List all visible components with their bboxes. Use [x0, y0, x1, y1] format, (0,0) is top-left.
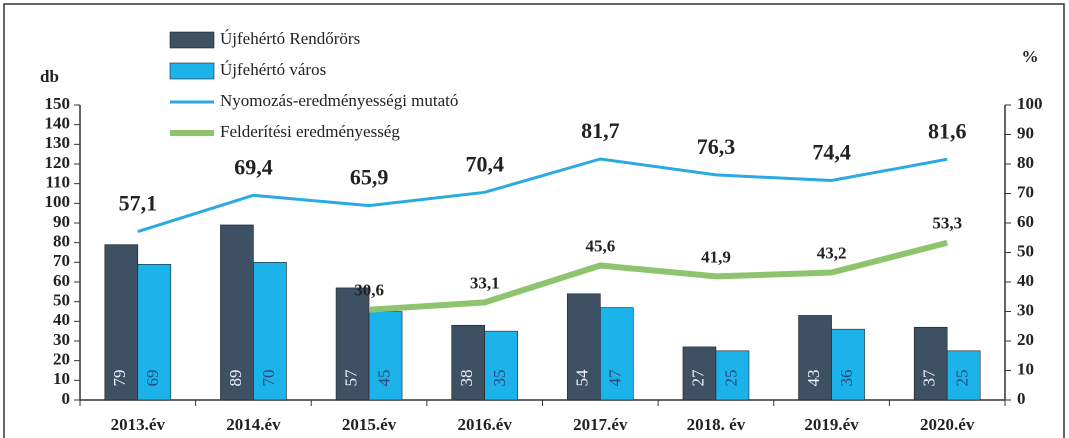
- bar-label: 38: [457, 370, 476, 387]
- bar: [484, 330, 518, 401]
- y-tick-label: 30: [53, 330, 70, 349]
- y-tick-label: 60: [53, 271, 70, 290]
- bar: [831, 328, 865, 401]
- y-tick-label: 0: [62, 389, 71, 408]
- data-label: 81,6: [928, 118, 967, 143]
- y-tick-label: 10: [53, 369, 70, 388]
- frame: [3, 3, 1065, 438]
- bar-label: 54: [573, 369, 592, 387]
- bar-label: 57: [341, 369, 360, 387]
- x-tick-label: 2016.év: [458, 415, 513, 434]
- y-tick-label: 40: [53, 310, 70, 329]
- data-label: 30,6: [354, 281, 384, 300]
- legend-label: Felderítési eredményesség: [220, 122, 400, 141]
- y2-tick-label: 60: [1017, 212, 1034, 231]
- x-tick-label: 2020.év: [920, 415, 975, 434]
- bar-label: 79: [110, 370, 129, 387]
- y-tick-label: 70: [53, 251, 70, 270]
- y-tick-label: 20: [53, 350, 70, 369]
- x-tick-label: 2015.év: [342, 415, 397, 434]
- bar: [946, 350, 981, 401]
- bar: [104, 244, 139, 401]
- y2-tick-label: 20: [1017, 330, 1034, 349]
- legend-label: Újfehértó város: [220, 60, 326, 79]
- y2-tick-label: 30: [1017, 300, 1034, 319]
- y-tick-label: 140: [45, 114, 71, 133]
- bar: [567, 293, 601, 401]
- y2-tick-label: 50: [1017, 241, 1034, 260]
- x-tick-label: 2018. év: [687, 415, 746, 434]
- y-tick-label: 50: [53, 291, 70, 310]
- legend-label: Nyomozás-eredményességi mutató: [220, 91, 458, 110]
- bar: [600, 307, 634, 401]
- bar: [335, 287, 370, 401]
- bar: [137, 263, 172, 401]
- bar-label: 69: [143, 370, 162, 387]
- y-tick-label: 100: [45, 192, 71, 211]
- data-label: 33,1: [470, 273, 500, 292]
- y2-tick-label: 80: [1017, 153, 1034, 172]
- data-label: 70,4: [465, 151, 504, 176]
- x-tick-label: 2013.év: [111, 415, 166, 434]
- x-tick-label: 2019.év: [804, 415, 859, 434]
- data-label: 81,7: [581, 118, 620, 143]
- data-label: 76,3: [697, 134, 736, 159]
- legend-swatch: [169, 31, 215, 49]
- bar-label: 37: [920, 369, 939, 387]
- bar: [253, 262, 287, 401]
- x-tick-label: 2014.év: [226, 415, 281, 434]
- bar: [798, 315, 832, 401]
- bar-label: 70: [259, 370, 278, 387]
- y2-tick-label: 100: [1017, 94, 1043, 113]
- y-tick-label: 80: [53, 232, 70, 251]
- y-tick-label: 90: [53, 212, 70, 231]
- bar-label: 35: [490, 370, 509, 387]
- data-label: 43,2: [817, 243, 847, 262]
- y2-tick-label: 70: [1017, 182, 1034, 201]
- line: [368, 239, 948, 313]
- y2-tick-label: 10: [1017, 359, 1034, 378]
- legend-swatch: [169, 62, 215, 80]
- y2-axis-label: %: [1022, 47, 1039, 66]
- bar-label: 47: [606, 369, 625, 387]
- data-label: 53,3: [932, 214, 962, 233]
- bar: [682, 346, 717, 401]
- data-label: 57,1: [119, 191, 158, 216]
- data-label: 74,4: [812, 140, 851, 165]
- data-label: 45,6: [585, 236, 615, 255]
- bar: [913, 326, 948, 401]
- data-label: 69,4: [234, 154, 273, 179]
- data-label: 41,9: [701, 247, 731, 266]
- bar-label: 36: [837, 370, 856, 387]
- bar-label: 45: [374, 370, 393, 387]
- line: [137, 157, 948, 233]
- y-tick-label: 130: [45, 133, 71, 152]
- x-tick-label: 2017.év: [573, 415, 628, 434]
- bar-label: 25: [953, 370, 972, 387]
- y2-tick-label: 40: [1017, 271, 1034, 290]
- y-axis-label: db: [40, 67, 59, 86]
- y-tick-label: 150: [45, 94, 71, 113]
- y2-tick-label: 90: [1017, 123, 1034, 142]
- bar-label: 25: [721, 370, 740, 387]
- bar: [220, 224, 254, 401]
- bar: [368, 311, 403, 401]
- data-label: 65,9: [350, 165, 389, 190]
- bar-label: 89: [226, 370, 245, 387]
- bar-label: 27: [688, 369, 707, 387]
- y-tick-label: 120: [45, 153, 71, 172]
- y-tick-label: 110: [45, 173, 70, 192]
- bar-label: 43: [804, 370, 823, 387]
- y2-tick-label: 0: [1017, 389, 1026, 408]
- bar: [451, 324, 485, 401]
- legend-label: Újfehértó Rendőrörs: [220, 29, 360, 48]
- bar: [715, 350, 750, 401]
